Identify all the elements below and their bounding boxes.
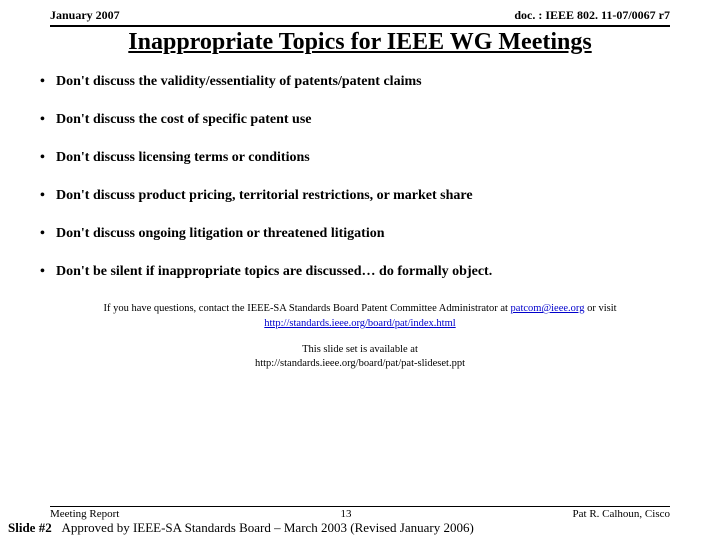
footer-approval: Approved by IEEE-SA Standards Board – Ma… xyxy=(61,520,473,535)
slideset-text: This slide set is available at http://st… xyxy=(0,343,720,370)
footer-pagenum: 13 xyxy=(340,508,351,520)
slide-number: Slide #2 xyxy=(8,520,52,535)
header-rule xyxy=(50,25,670,27)
slideset-line2: http://standards.ieee.org/board/pat/pat-… xyxy=(255,358,465,369)
footer-report: Meeting Report xyxy=(50,508,119,520)
contact-middle: or visit xyxy=(584,303,616,314)
contact-email-link[interactable]: patcom@ieee.org xyxy=(511,303,585,314)
footer-bottom: Slide #2 Approved by IEEE-SA Standards B… xyxy=(0,520,720,536)
header-docref: doc. : IEEE 802. 11-07/0067 r7 xyxy=(514,8,670,23)
header: January 2007 doc. : IEEE 802. 11-07/0067… xyxy=(0,0,720,23)
contact-url-link[interactable]: http://standards.ieee.org/board/pat/inde… xyxy=(264,318,455,329)
footer-top: Meeting Report 13 Pat R. Calhoun, Cisco xyxy=(0,508,720,520)
footer: Meeting Report 13 Pat R. Calhoun, Cisco … xyxy=(0,506,720,536)
contact-prefix: If you have questions, contact the IEEE-… xyxy=(103,303,510,314)
page-title: Inappropriate Topics for IEEE WG Meeting… xyxy=(0,29,720,56)
bullet-item: Don't discuss product pricing, territori… xyxy=(40,188,690,204)
footer-rule xyxy=(50,506,670,507)
bullet-item: Don't discuss licensing terms or conditi… xyxy=(40,150,690,166)
bullet-item: Don't discuss the cost of specific paten… xyxy=(40,112,690,128)
header-date: January 2007 xyxy=(50,8,120,23)
bullet-item: Don't discuss ongoing litigation or thre… xyxy=(40,226,690,242)
slideset-line1: This slide set is available at xyxy=(302,344,418,355)
contact-text: If you have questions, contact the IEEE-… xyxy=(40,302,680,331)
bullet-item: Don't be silent if inappropriate topics … xyxy=(40,264,690,280)
bullet-item: Don't discuss the validity/essentiality … xyxy=(40,74,690,90)
footer-author: Pat R. Calhoun, Cisco xyxy=(573,508,670,520)
bullet-list: Don't discuss the validity/essentiality … xyxy=(0,74,720,280)
